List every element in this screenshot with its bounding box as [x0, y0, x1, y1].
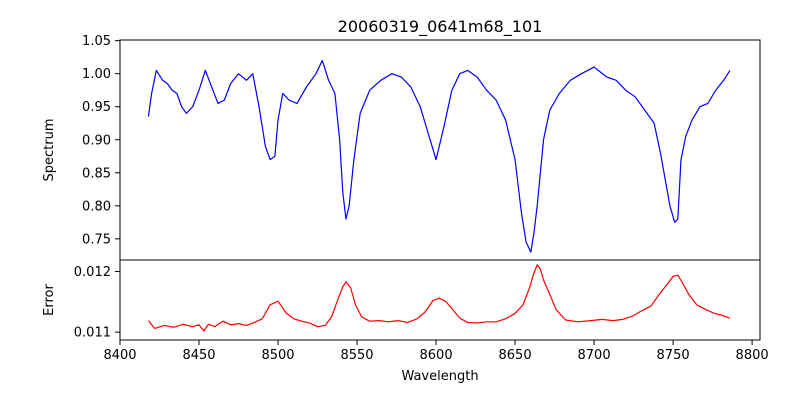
spectrum-ytick-label: 0.75 [82, 232, 111, 247]
x-tick-label: 8650 [499, 348, 532, 363]
error-ytick-label: 0.012 [74, 265, 111, 280]
error-y-axis-label: Error [42, 284, 57, 316]
spectrum-plot-frame [119, 39, 761, 261]
spectrum-ytick-label: 1.00 [82, 67, 111, 82]
error-line [147, 264, 731, 332]
x-tick-label: 8450 [182, 348, 215, 363]
spectrum-ytick-label: 0.95 [82, 100, 111, 115]
x-tick-label: 8600 [420, 348, 453, 363]
error-ytick-label: 0.011 [74, 326, 111, 341]
spectrum-y-axis-label: Spectrum [42, 119, 57, 182]
x-tick-label: 8500 [261, 348, 294, 363]
x-tick-label: 8700 [578, 348, 611, 363]
spectrum-ytick-label: 1.05 [82, 34, 111, 49]
chart-title: 20060319_0641m68_101 [338, 17, 543, 37]
spectrum-line [147, 59, 731, 253]
spectrum-ytick-label: 0.80 [82, 199, 111, 214]
x-axis-label: Wavelength [401, 369, 478, 384]
x-tick-label: 8750 [657, 348, 690, 363]
spectrum-ytick-label: 0.90 [82, 133, 111, 148]
error-plot-frame [119, 259, 761, 341]
error-panel: Error 0.011 0.012 [42, 259, 761, 341]
spectrum-ytick-label: 0.85 [82, 166, 111, 181]
x-tick-label: 8400 [103, 348, 136, 363]
x-tick-label: 8800 [736, 348, 769, 363]
spectrum-panel: Spectrum 0.75 0.80 0.85 0.90 0.95 1.00 1.05 [42, 34, 761, 261]
x-tick-label: 8550 [340, 348, 373, 363]
